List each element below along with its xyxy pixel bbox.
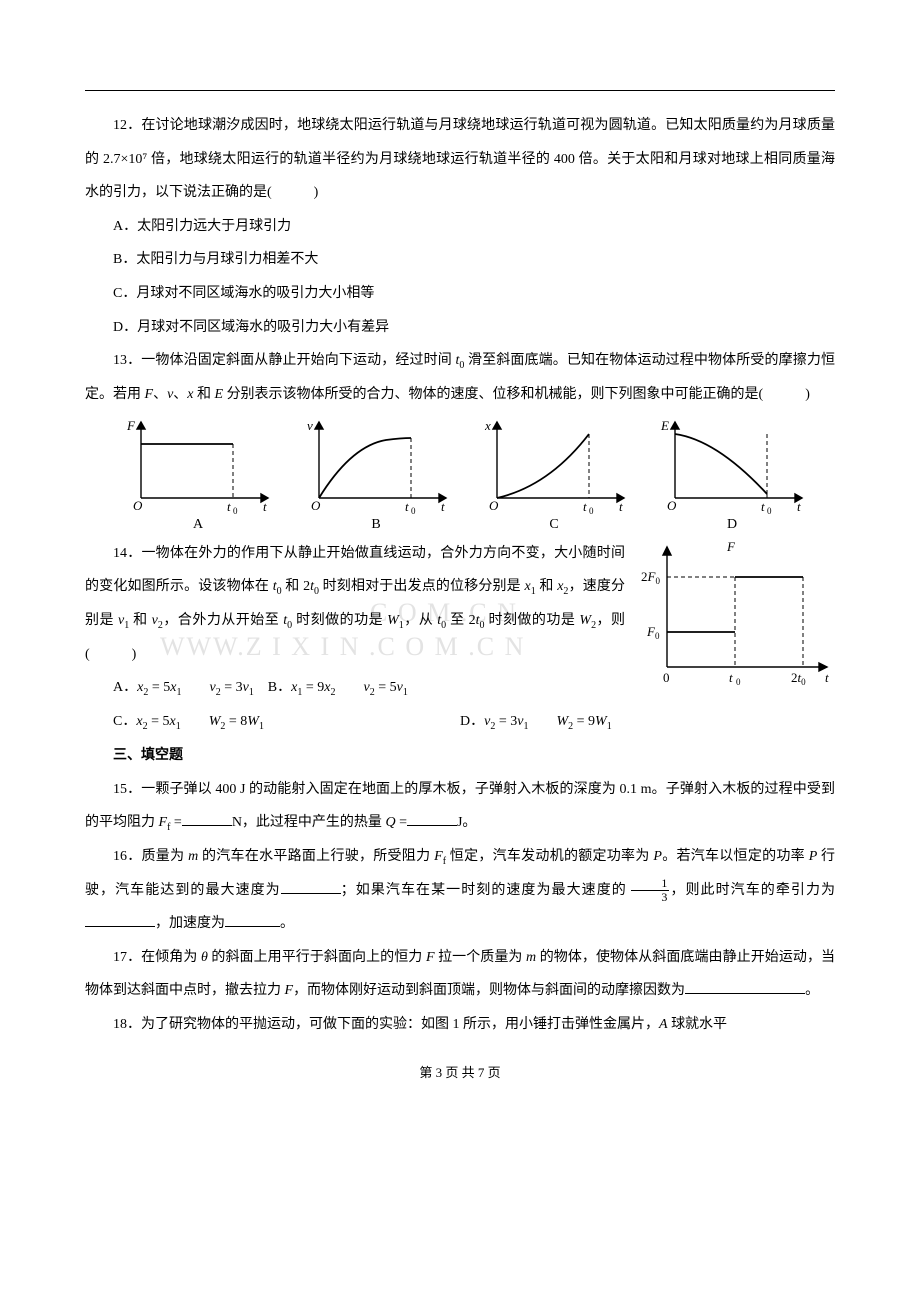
svg-text:O: O: [133, 498, 143, 513]
q14-figure: F 2F0 F0 0 t0 2t0 t: [635, 537, 835, 697]
svg-text:0: 0: [736, 677, 741, 687]
q15-unit2: J。: [457, 815, 476, 830]
q15: 15．一颗子弹以 400 J 的动能射入固定在地面上的厚木板，子弹射入木板的深度…: [85, 773, 835, 840]
q13-stem-pre: 13．一物体沿固定斜面从静止开始向下运动，经过时间: [113, 353, 456, 368]
section3-title: 三、填空题: [85, 739, 835, 773]
q15-blank2: [407, 811, 457, 826]
svg-text:0: 0: [767, 506, 772, 514]
q13-graph-b: v O t0 t B: [301, 416, 451, 533]
svg-text:t: t: [441, 499, 445, 514]
q14-option-c: C．x2 = 5x1 W2 = 8W1: [85, 705, 460, 739]
q13-stem: 13．一物体沿固定斜面从静止开始向下运动，经过时间 t0 滑至斜面底端。已知在物…: [85, 344, 835, 411]
q13-graph-c: x O t0 t C: [479, 416, 629, 533]
svg-text:t: t: [797, 499, 801, 514]
svg-text:t: t: [405, 499, 409, 514]
svg-text:O: O: [667, 498, 677, 513]
q15-blank1: [182, 811, 232, 826]
q16: 16．质量为 m 的汽车在水平路面上行驶，所受阻力 Ff 恒定，汽车发动机的额定…: [85, 840, 835, 941]
page: 12．在讨论地球潮汐成因时，地球绕太阳运行轨道与月球绕地球运行轨道可视为圆轨道。…: [0, 0, 920, 1121]
q14-option-d: D．v2 = 3v1 W2 = 9W1: [460, 705, 835, 739]
svg-text:O: O: [489, 498, 499, 513]
svg-text:2t0: 2t0: [791, 670, 806, 687]
svg-text:0: 0: [663, 670, 670, 685]
q12-option-a: A．太阳引力远大于月球引力: [85, 210, 835, 244]
q12-option-c: C．月球对不同区域海水的吸引力大小相等: [85, 277, 835, 311]
q17-blank: [685, 979, 805, 994]
svg-text:t: t: [729, 670, 733, 685]
q16-blank1: [281, 879, 341, 894]
svg-text:0: 0: [589, 506, 594, 514]
svg-text:x: x: [484, 418, 491, 433]
q18: 18．为了研究物体的平抛运动，可做下面的实验：如图 1 所示，用小锤打击弹性金属…: [85, 1008, 835, 1042]
q16-frac: 13: [631, 877, 669, 903]
svg-text:0: 0: [411, 506, 416, 514]
page-footer: 第 3 页 共 7 页: [85, 1062, 835, 1081]
svg-text:v: v: [307, 418, 313, 433]
q16-blank2: [85, 912, 155, 927]
q12-option-d: D．月球对不同区域海水的吸引力大小有差异: [85, 311, 835, 345]
q17: 17．在倾角为 θ 的斜面上用平行于斜面向上的恒力 F 拉一个质量为 m 的物体…: [85, 941, 835, 1008]
svg-text:t: t: [619, 499, 623, 514]
q14-block: F 2F0 F0 0 t0 2t0 t 14．一物体在外力的作用下从静止开始做直…: [85, 537, 835, 739]
svg-text:t: t: [263, 499, 267, 514]
q13-label-b: B: [301, 517, 451, 533]
q13-graph-d: E O t0 t D: [657, 416, 807, 533]
svg-text:t: t: [761, 499, 765, 514]
top-rule: [85, 90, 835, 91]
q14-option-cd-row: C．x2 = 5x1 W2 = 8W1 D．v2 = 3v1 W2 = 9W1: [85, 705, 835, 739]
svg-text:O: O: [311, 498, 321, 513]
svg-text:F0: F0: [646, 624, 660, 641]
svg-text:t: t: [583, 499, 587, 514]
q13-graph-a: F O t0 t A: [123, 416, 273, 533]
svg-text:E: E: [660, 418, 669, 433]
q13-label-a: A: [123, 517, 273, 533]
svg-text:2F0: 2F0: [641, 569, 660, 586]
q13-label-d: D: [657, 517, 807, 533]
svg-text:t: t: [825, 670, 829, 685]
svg-text:F: F: [126, 418, 136, 433]
q16-blank3: [225, 912, 280, 927]
q15-unit1: N，此过程中产生的热量: [232, 815, 386, 830]
q13-mid2: 分别表示该物体所受的合力、物体的速度、位移和机械能，则下列图象中可能正确的是( …: [223, 387, 810, 402]
q13-label-c: C: [479, 517, 629, 533]
svg-text:t: t: [227, 499, 231, 514]
q12-stem: 12．在讨论地球潮汐成因时，地球绕太阳运行轨道与月球绕地球运行轨道可视为圆轨道。…: [85, 109, 835, 210]
svg-text:F: F: [726, 539, 736, 554]
q12-option-b: B．太阳引力与月球引力相差不大: [85, 243, 835, 277]
svg-text:0: 0: [233, 506, 238, 514]
q13-graphs: F O t0 t A v O t0 t B: [123, 416, 835, 533]
